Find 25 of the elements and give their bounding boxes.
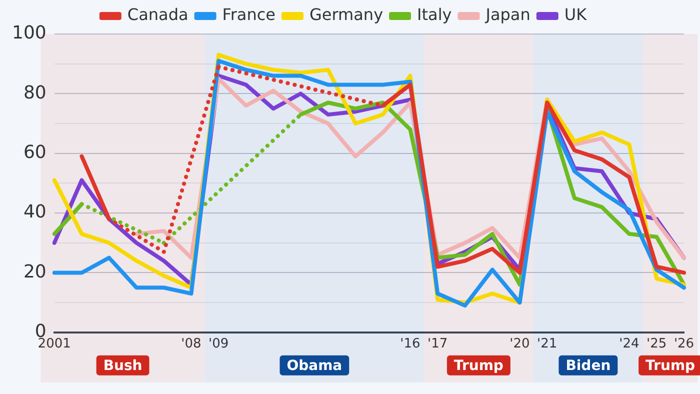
x-tick-label: '08 — [181, 336, 202, 352]
band-label: Trump — [646, 358, 696, 374]
y-tick-label: 40 — [23, 202, 46, 223]
x-tick-label: '21 — [537, 336, 558, 352]
legend-label: UK — [564, 5, 588, 24]
y-tick-label: 100 — [12, 22, 46, 44]
y-tick-label: 60 — [23, 142, 46, 164]
x-tick-label: '20 — [510, 336, 530, 352]
x-tick-label: '24 — [619, 336, 640, 352]
legend-label: Japan — [484, 5, 530, 24]
band-label: Biden — [566, 358, 611, 374]
x-tick-label: '09 — [208, 336, 229, 352]
band-label: Obama — [286, 358, 342, 374]
x-tick-label: '25 — [646, 336, 667, 352]
band-label: Bush — [103, 358, 142, 374]
y-tick-label: 80 — [23, 82, 46, 104]
x-tick-label: '17 — [428, 336, 448, 352]
y-tick-label: 20 — [23, 261, 46, 282]
x-tick-label: '26 — [674, 336, 694, 352]
legend-label: Italy — [417, 5, 452, 24]
x-tick-label: '16 — [400, 336, 420, 352]
legend-label: Germany — [310, 5, 384, 24]
legend-label: France — [222, 5, 276, 24]
band-label: Trump — [454, 358, 504, 374]
legend-label: Canada — [127, 5, 188, 24]
